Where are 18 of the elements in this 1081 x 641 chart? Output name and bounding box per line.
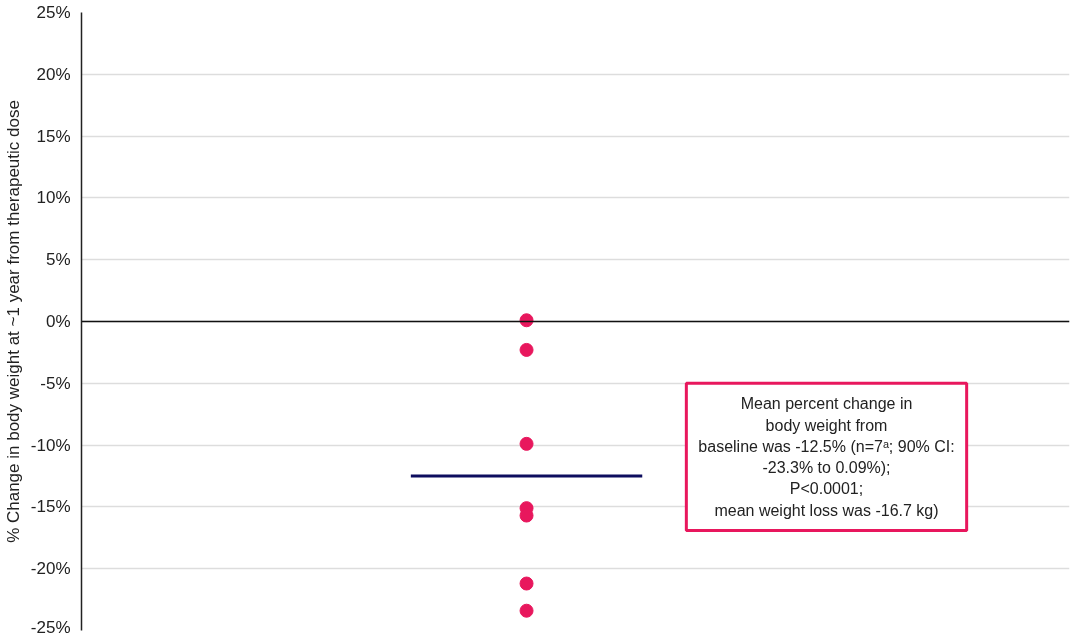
point	[519, 342, 534, 357]
y-tick-label: -10%	[30, 435, 71, 455]
y-axis-title: % Change in body weight at ~1 year from therapeutic dose	[3, 100, 23, 543]
y-tick-label: 10%	[36, 188, 71, 208]
y-tick-label: 20%	[36, 64, 71, 84]
y-tick-label: 15%	[36, 126, 71, 146]
point	[519, 576, 534, 591]
point	[519, 603, 534, 618]
point	[519, 313, 534, 328]
point	[519, 436, 534, 451]
y-tick-label: -25%	[30, 617, 71, 637]
annotation: Mean percent change in body weight from baseline was -12.5% (n=7ᵃ; 90% CI: -23.3% to 0.09%); P<0.0001; mean weight loss was -16.7 kg)	[698, 395, 955, 519]
y-tick-label: 25%	[36, 3, 71, 22]
y-tick-label: 0%	[45, 312, 71, 331]
y-tick-label: 5%	[45, 250, 71, 270]
y-tick-label: -15%	[30, 497, 71, 517]
y-tick-label: -20%	[30, 559, 71, 579]
y-tick-label: -5%	[40, 373, 71, 393]
